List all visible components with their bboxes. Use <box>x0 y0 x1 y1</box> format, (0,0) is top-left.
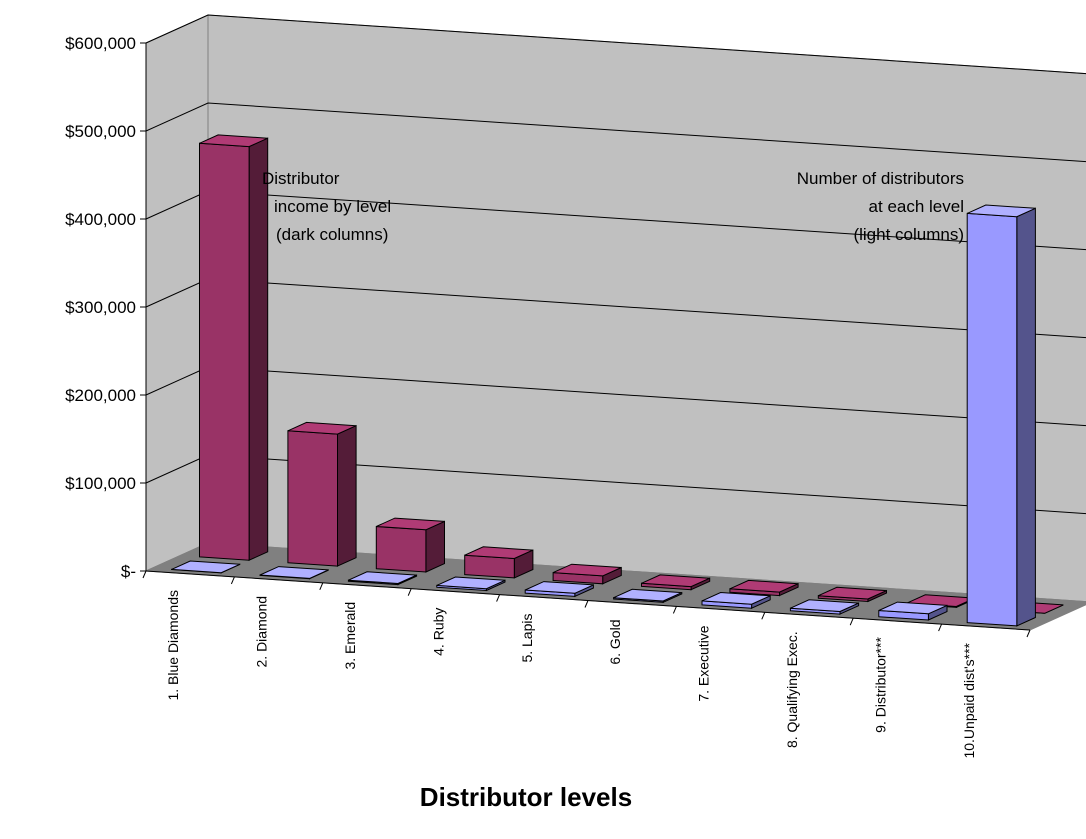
x-tick-label: 1. Blue Diamonds <box>165 590 181 701</box>
x-tick-label: 5. Lapis <box>519 614 535 663</box>
bar-income-5 <box>552 563 622 585</box>
annotation-income: income by level <box>274 197 391 216</box>
x-tick <box>1026 629 1031 638</box>
x-tick <box>142 570 147 579</box>
bar-income-2 <box>287 421 357 567</box>
gridline <box>145 102 1086 163</box>
gridline <box>145 14 1086 75</box>
bar-count-3 <box>347 571 418 586</box>
annotation-count: at each level <box>869 197 964 216</box>
x-tick <box>761 612 766 620</box>
x-tick-label: 4. Ruby <box>430 608 446 656</box>
bar-count-1 <box>171 560 241 574</box>
x-tick-label: 3. Emerald <box>342 602 358 670</box>
y-tick-label: $300,000 <box>65 298 136 317</box>
bar-count-2 <box>259 566 329 580</box>
x-tick-label: 7. Executive <box>696 625 712 701</box>
x-tick <box>584 600 589 608</box>
bar-income-4 <box>464 546 534 579</box>
bar-income-7 <box>729 579 799 597</box>
bar-count-7 <box>701 591 771 609</box>
annotation-income: (dark columns) <box>276 225 388 244</box>
annotation-count: (light columns) <box>853 225 964 244</box>
bar-income-1 <box>199 134 269 561</box>
x-tick-label: 9. Distributor*** <box>872 637 888 733</box>
annotation-income: Distributor <box>262 169 340 188</box>
y-tick-label: $400,000 <box>65 210 136 229</box>
y-tick-label: $600,000 <box>65 34 136 53</box>
bar-income-6 <box>641 574 711 591</box>
y-tick-label: $- <box>121 562 136 581</box>
y-tick-label: $100,000 <box>65 474 136 493</box>
x-tick-label: 6. Gold <box>607 620 623 665</box>
x-tick <box>496 594 501 602</box>
x-tick-label: 2. Diamond <box>254 596 270 668</box>
bar-income-3 <box>375 517 445 573</box>
bar-count-6 <box>613 588 683 604</box>
x-tick <box>938 623 943 632</box>
x-tick <box>319 582 324 590</box>
x-tick-label: 10.Unpaid dist's*** <box>961 642 977 758</box>
y-tick-label: $200,000 <box>65 386 136 405</box>
bar-count-5 <box>524 581 594 598</box>
x-tick <box>230 576 235 585</box>
bar-count-8 <box>789 599 860 615</box>
x-tick-label: 8. Qualifying Exec. <box>784 631 800 748</box>
bar-count-4 <box>436 576 506 592</box>
x-tick <box>849 618 854 626</box>
annotation-count: Number of distributors <box>797 169 964 188</box>
bar-income-8 <box>817 586 887 603</box>
x-tick <box>407 588 412 596</box>
bar-count-9 <box>878 601 948 621</box>
x-axis-title: Distributor levels <box>420 782 632 812</box>
bar-count-10 <box>966 204 1036 627</box>
y-tick-label: $500,000 <box>65 122 136 141</box>
x-tick <box>672 606 677 614</box>
